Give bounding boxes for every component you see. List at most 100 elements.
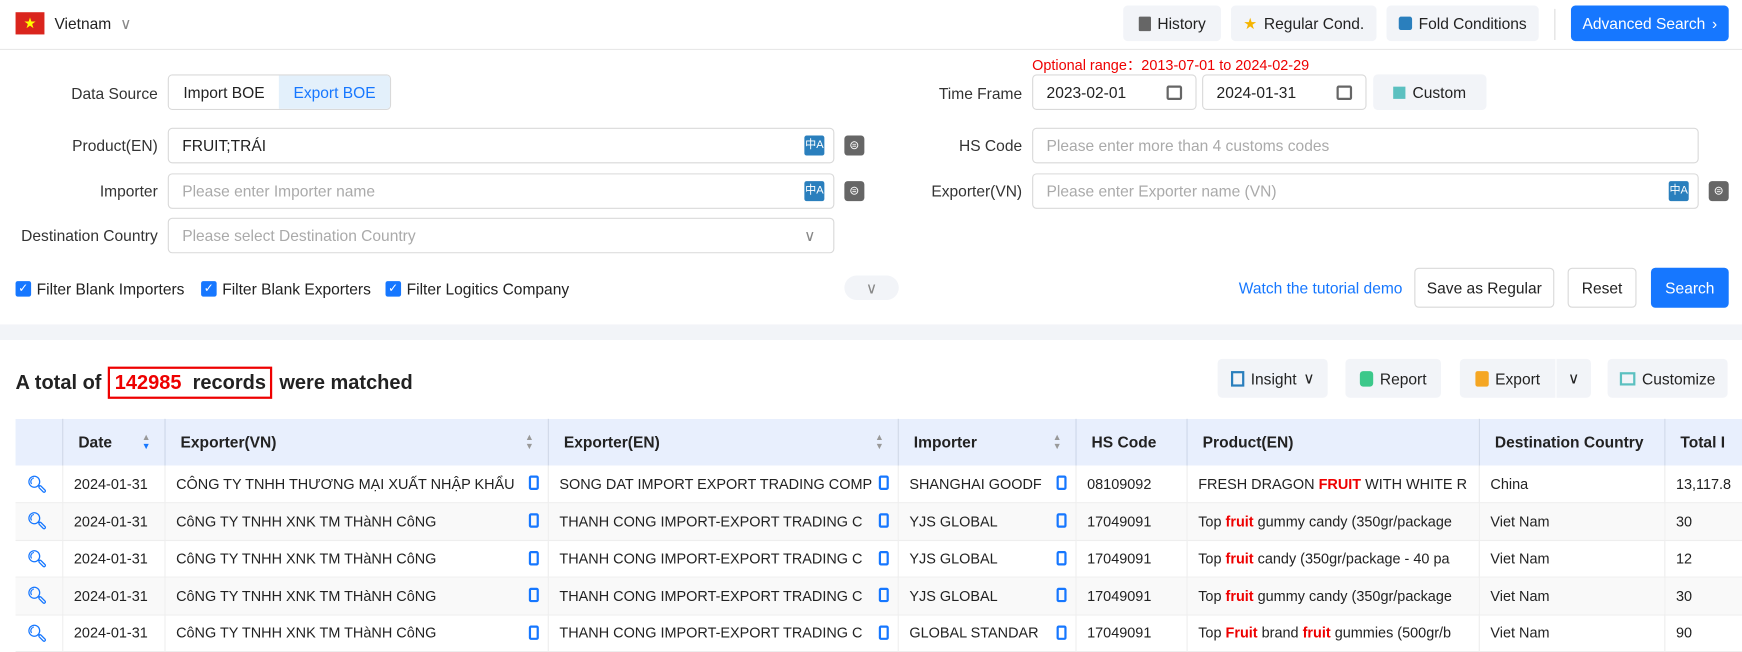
row-detail[interactable]: 🔍︎ xyxy=(15,465,63,504)
copy-icon[interactable] xyxy=(528,513,539,528)
header-label: Date xyxy=(78,433,113,452)
fold-conditions-button[interactable]: Fold Conditions xyxy=(1386,5,1539,42)
product-text: gummy candy (350gr/package xyxy=(1253,513,1452,530)
regular-cond-label: Regular Cond. xyxy=(1263,14,1365,33)
report-button[interactable]: Report xyxy=(1345,358,1441,398)
search-options-icon[interactable]: ⊜ xyxy=(844,135,865,156)
importer-label: Importer xyxy=(99,182,158,200)
export-dropdown-button[interactable]: ∨ xyxy=(1556,358,1591,398)
cell-hs-code: 08109092 xyxy=(1075,465,1188,504)
exporter-vn-text: CÔNG TY TNHH THƯƠNG MẠI XUẤT NHẬP KHẨU xyxy=(176,475,515,493)
cell-hs-code: 17049091 xyxy=(1075,577,1188,615)
copy-icon[interactable] xyxy=(878,587,889,603)
cell-destination: China xyxy=(1478,465,1665,504)
tutorial-link[interactable]: Watch the tutorial demo xyxy=(1238,278,1403,297)
row-detail[interactable]: 🔍︎ xyxy=(15,539,63,578)
search-icon[interactable]: 🔍︎ xyxy=(26,586,48,606)
customize-button[interactable]: Customize xyxy=(1607,358,1728,398)
country-name: Vietnam xyxy=(54,14,112,33)
reset-button[interactable]: Reset xyxy=(1567,267,1637,308)
header-date[interactable]: Date ▲ ▼ xyxy=(62,418,165,466)
export-button[interactable]: Export xyxy=(1459,358,1556,398)
header-exporter-en[interactable]: Exporter(EN) ▲ ▼ xyxy=(547,418,899,466)
translate-icon[interactable]: 中A xyxy=(804,181,825,202)
vietnam-flag-icon: ★ xyxy=(15,12,45,35)
translate-icon[interactable]: 中A xyxy=(1668,181,1689,202)
cell-product: FRESH DRAGON FRUIT WITH WHITE R xyxy=(1186,465,1480,504)
exporter-en-text: SONG DAT IMPORT EXPORT TRADING COMP xyxy=(559,475,873,493)
importer-input[interactable]: Please enter Importer name 中A xyxy=(167,173,835,209)
header-actions xyxy=(15,418,63,466)
importer-text: SHANGHAI GOODF xyxy=(909,475,1042,493)
copy-icon[interactable] xyxy=(528,475,539,490)
date-from-input[interactable]: 2023-02-01 xyxy=(1032,74,1197,110)
copy-icon[interactable] xyxy=(878,475,889,490)
regular-cond-button[interactable]: ★ Regular Cond. xyxy=(1230,5,1377,42)
product-input[interactable]: FRUIT;TRÁI 中A xyxy=(167,127,835,164)
customize-label: Customize xyxy=(1641,369,1716,388)
search-icon[interactable]: 🔍︎ xyxy=(26,624,48,643)
search-options-icon[interactable]: ⊜ xyxy=(844,181,865,202)
chevron-down-icon: ∨ xyxy=(865,278,878,297)
copy-icon[interactable] xyxy=(1056,587,1067,603)
sort-icon[interactable]: ▲ ▼ xyxy=(1052,432,1062,452)
copy-icon[interactable] xyxy=(878,550,889,565)
import-boe-option[interactable]: Import BOE xyxy=(168,75,280,109)
filter-blank-importers-checkbox[interactable]: ✓ Filter Blank Importers xyxy=(15,280,184,298)
optional-range: Optional range：2013-07-01 to 2024-02-29 xyxy=(1032,56,1310,74)
copy-icon[interactable] xyxy=(1056,475,1067,490)
cell-importer: SHANGHAI GOODF xyxy=(897,465,1077,504)
save-as-regular-button[interactable]: Save as Regular xyxy=(1414,267,1555,308)
country-selector[interactable]: Vietnam ∨ xyxy=(54,14,131,33)
cell-exporter-vn: CÔNG TY TNHH THƯƠNG MẠI XUẤT NHẬP KHẨU xyxy=(164,465,549,504)
header-hs-code: HS Code xyxy=(1075,418,1188,466)
destination-country-select[interactable]: Please select Destination Country ∨ xyxy=(167,217,835,254)
keyword-highlight: fruit xyxy=(1302,624,1331,642)
cell-hs-code: 17049091 xyxy=(1075,614,1188,652)
copy-icon[interactable] xyxy=(528,624,539,640)
row-detail[interactable]: 🔍︎ xyxy=(15,577,63,615)
cell-exporter-en: THANH CONG IMPORT-EXPORT TRADING C xyxy=(547,502,899,541)
advanced-search-button[interactable]: Advanced Search › xyxy=(1570,5,1729,42)
calendar-icon xyxy=(1336,85,1353,100)
cell-exporter-vn: CôNG TY TNHH XNK TM THàNH CôNG xyxy=(164,539,549,578)
search-options-icon[interactable]: ⊜ xyxy=(1708,181,1729,202)
date-to-input[interactable]: 2024-01-31 xyxy=(1202,74,1367,110)
hs-code-input[interactable]: Please enter more than 4 customs codes xyxy=(1032,127,1699,164)
checkbox-checked-icon: ✓ xyxy=(201,281,217,297)
exporter-en-text: THANH CONG IMPORT-EXPORT TRADING C xyxy=(559,513,863,530)
search-button[interactable]: Search xyxy=(1650,267,1729,308)
calendar-icon xyxy=(1166,85,1183,100)
translate-icon[interactable]: 中A xyxy=(804,135,825,156)
copy-icon[interactable] xyxy=(528,550,539,565)
sort-icon[interactable]: ▲ ▼ xyxy=(141,432,151,452)
row-detail[interactable]: 🔍︎ xyxy=(15,614,63,652)
filter-logistics-checkbox[interactable]: ✓ Filter Logitics Company xyxy=(385,280,569,298)
custom-button[interactable]: Custom xyxy=(1373,74,1487,110)
product-text: Top xyxy=(1198,587,1226,605)
header-importer[interactable]: Importer ▲ ▼ xyxy=(897,418,1077,466)
results-table: Date ▲ ▼ Exporter(VN) ▲ ▼ Exporter(EN) ▲ ▼ Imp… xyxy=(15,418,1742,652)
copy-icon[interactable] xyxy=(1056,624,1067,640)
hs-code-label: HS Code xyxy=(959,136,1023,155)
search-icon[interactable]: 🔍︎ xyxy=(26,474,48,494)
search-icon[interactable]: 🔍︎ xyxy=(26,512,48,532)
copy-icon[interactable] xyxy=(528,587,539,603)
export-boe-option[interactable]: Export BOE xyxy=(279,75,391,109)
insight-button[interactable]: Insight ∨ xyxy=(1217,358,1328,398)
keyword-highlight: fruit xyxy=(1225,513,1254,530)
search-icon[interactable]: 🔍︎ xyxy=(26,549,48,569)
history-button[interactable]: History xyxy=(1123,5,1221,42)
copy-icon[interactable] xyxy=(1056,550,1067,565)
header-exporter-vn[interactable]: Exporter(VN) ▲ ▼ xyxy=(164,418,549,466)
cell-exporter-en: THANH CONG IMPORT-EXPORT TRADING C xyxy=(547,577,899,615)
copy-icon[interactable] xyxy=(878,624,889,640)
copy-icon[interactable] xyxy=(1056,513,1067,528)
sort-icon[interactable]: ▲ ▼ xyxy=(525,432,534,452)
filter-blank-exporters-checkbox[interactable]: ✓ Filter Blank Exporters xyxy=(201,280,371,298)
copy-icon[interactable] xyxy=(878,513,889,528)
sort-icon[interactable]: ▲ ▼ xyxy=(874,432,884,452)
exporter-input[interactable]: Please enter Exporter name (VN) 中A xyxy=(1032,173,1699,209)
row-detail[interactable]: 🔍︎ xyxy=(15,502,63,541)
expand-conditions-button[interactable]: ∨ xyxy=(844,275,899,300)
